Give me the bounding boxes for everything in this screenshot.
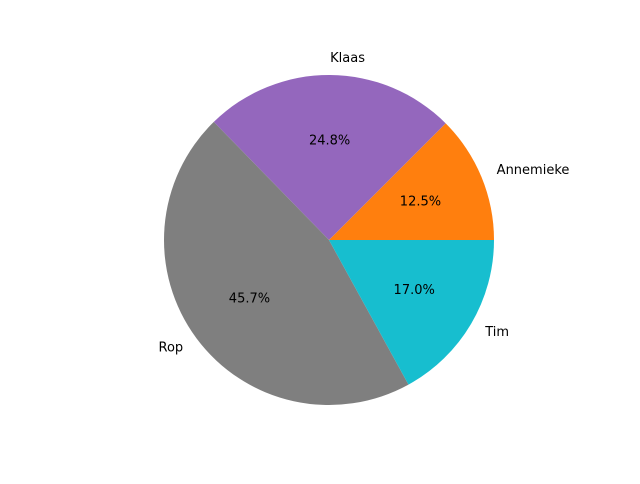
pie-slice-annemieke	[329, 123, 494, 240]
pie-slice-rop	[164, 121, 409, 405]
pie-category-label-annemieke: Annemieke	[497, 163, 570, 178]
pie-category-label-tim: Tim	[484, 325, 509, 340]
pie-slices	[164, 75, 494, 405]
pie-category-label-rop: Rop	[159, 341, 184, 356]
pie-pct-label-klaas: 24.8%	[309, 134, 350, 149]
pie-slice-tim	[329, 240, 494, 385]
pie-pct-label-annemieke: 12.5%	[400, 195, 441, 210]
pie-labels: 12.5% Annemieke 24.8% Klaas 45.7% Rop 17.0% Tim	[159, 51, 570, 356]
pie-pct-label-rop: 45.7%	[229, 291, 270, 306]
pie-pct-label-tim: 17.0%	[394, 283, 435, 298]
pie-category-label-klaas: Klaas	[330, 51, 365, 66]
pie-slice-klaas	[213, 75, 446, 241]
